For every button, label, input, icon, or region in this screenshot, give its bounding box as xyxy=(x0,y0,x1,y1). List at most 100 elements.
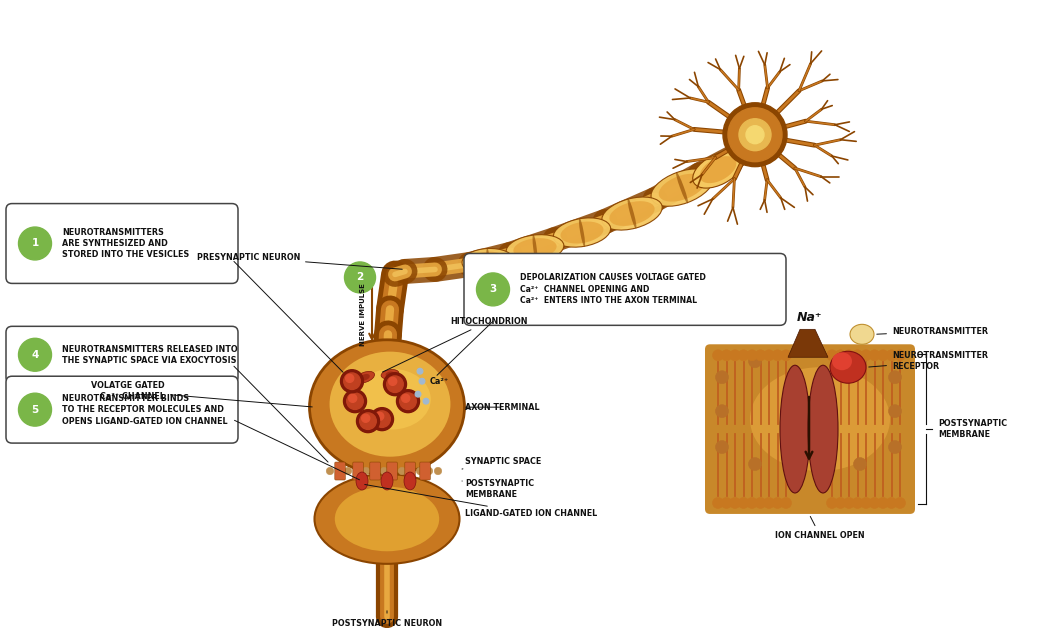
Ellipse shape xyxy=(850,324,874,344)
Circle shape xyxy=(398,467,405,475)
Ellipse shape xyxy=(385,372,395,377)
Circle shape xyxy=(894,350,905,361)
Circle shape xyxy=(356,410,380,433)
Circle shape xyxy=(376,412,384,420)
Text: POSTSYNAPTIC
MEMBRANE: POSTSYNAPTIC MEMBRANE xyxy=(462,479,534,499)
Text: SYNAPTIC SPACE: SYNAPTIC SPACE xyxy=(462,457,541,469)
Ellipse shape xyxy=(699,156,736,183)
Polygon shape xyxy=(788,329,828,357)
Circle shape xyxy=(386,376,403,392)
Circle shape xyxy=(362,467,370,475)
Text: NEUROTRANSMITTERS
ARE SYNTHESIZED AND
STORED INTO THE VESICLES: NEUROTRANSMITTERS ARE SYNTHESIZED AND ST… xyxy=(62,227,189,260)
Text: VOLATGE GATED
Ca²⁺ CHANNEL: VOLATGE GATED Ca²⁺ CHANNEL xyxy=(91,381,312,407)
Circle shape xyxy=(347,393,363,410)
FancyBboxPatch shape xyxy=(6,376,238,443)
Circle shape xyxy=(877,498,888,508)
Circle shape xyxy=(371,467,379,475)
Ellipse shape xyxy=(514,238,557,259)
Circle shape xyxy=(18,338,52,371)
Ellipse shape xyxy=(330,352,451,457)
Circle shape xyxy=(360,413,377,430)
Circle shape xyxy=(740,118,771,151)
Ellipse shape xyxy=(506,234,563,262)
Text: 4: 4 xyxy=(32,350,38,360)
Circle shape xyxy=(877,350,888,361)
Ellipse shape xyxy=(651,169,713,206)
Text: ION CHANNEL OPEN: ION CHANNEL OPEN xyxy=(776,517,865,540)
Ellipse shape xyxy=(355,372,375,383)
Circle shape xyxy=(419,379,424,384)
Circle shape xyxy=(383,373,406,396)
Circle shape xyxy=(416,467,423,475)
Circle shape xyxy=(728,108,782,162)
Circle shape xyxy=(835,498,846,508)
Circle shape xyxy=(747,498,758,508)
Text: 3: 3 xyxy=(489,284,497,294)
Circle shape xyxy=(326,467,334,475)
FancyBboxPatch shape xyxy=(335,462,345,480)
Circle shape xyxy=(772,350,783,361)
Circle shape xyxy=(397,390,419,413)
Circle shape xyxy=(888,370,902,384)
Text: PRESYNAPTIC NEURON: PRESYNAPTIC NEURON xyxy=(196,253,402,269)
Circle shape xyxy=(747,350,758,361)
Ellipse shape xyxy=(808,365,838,493)
Circle shape xyxy=(713,498,724,508)
Circle shape xyxy=(738,350,749,361)
Ellipse shape xyxy=(356,472,368,490)
Ellipse shape xyxy=(602,197,662,230)
Circle shape xyxy=(827,350,837,361)
Circle shape xyxy=(764,498,775,508)
Circle shape xyxy=(764,350,775,361)
Ellipse shape xyxy=(310,340,465,474)
Circle shape xyxy=(738,498,749,508)
Circle shape xyxy=(713,350,724,361)
Circle shape xyxy=(721,350,732,361)
Circle shape xyxy=(335,467,343,475)
Circle shape xyxy=(341,370,364,392)
Circle shape xyxy=(755,498,766,508)
Circle shape xyxy=(860,350,871,361)
Circle shape xyxy=(853,457,867,471)
Circle shape xyxy=(755,350,766,361)
Circle shape xyxy=(748,457,762,471)
Circle shape xyxy=(715,404,729,418)
Ellipse shape xyxy=(693,151,744,188)
Circle shape xyxy=(380,467,388,475)
Circle shape xyxy=(827,498,837,508)
Text: NERVE IMPULSE: NERVE IMPULSE xyxy=(360,283,366,346)
Ellipse shape xyxy=(560,222,604,244)
Circle shape xyxy=(853,355,867,368)
Ellipse shape xyxy=(314,474,459,564)
Text: 1: 1 xyxy=(32,239,38,248)
FancyBboxPatch shape xyxy=(420,462,431,480)
FancyBboxPatch shape xyxy=(464,253,786,325)
Circle shape xyxy=(18,393,52,426)
Ellipse shape xyxy=(486,248,490,275)
Circle shape xyxy=(781,498,792,508)
Circle shape xyxy=(869,350,880,361)
FancyBboxPatch shape xyxy=(6,203,238,284)
Ellipse shape xyxy=(830,352,866,383)
FancyBboxPatch shape xyxy=(405,462,415,480)
Ellipse shape xyxy=(627,198,637,229)
Ellipse shape xyxy=(659,174,706,202)
Text: Ca²⁺: Ca²⁺ xyxy=(430,377,449,386)
Circle shape xyxy=(894,498,905,508)
Text: POSTSYNAPTIC
MEMBRANE: POSTSYNAPTIC MEMBRANE xyxy=(938,419,1007,439)
Circle shape xyxy=(715,440,729,454)
Circle shape xyxy=(407,467,415,475)
Circle shape xyxy=(389,467,397,475)
Circle shape xyxy=(888,404,902,418)
Ellipse shape xyxy=(609,201,655,226)
Circle shape xyxy=(860,498,871,508)
Ellipse shape xyxy=(381,370,399,379)
Text: 2: 2 xyxy=(356,272,364,282)
Circle shape xyxy=(346,374,353,382)
Ellipse shape xyxy=(676,172,688,203)
Circle shape xyxy=(344,467,352,475)
Ellipse shape xyxy=(381,472,393,490)
Circle shape xyxy=(886,498,897,508)
Ellipse shape xyxy=(462,248,514,275)
Ellipse shape xyxy=(360,374,370,381)
